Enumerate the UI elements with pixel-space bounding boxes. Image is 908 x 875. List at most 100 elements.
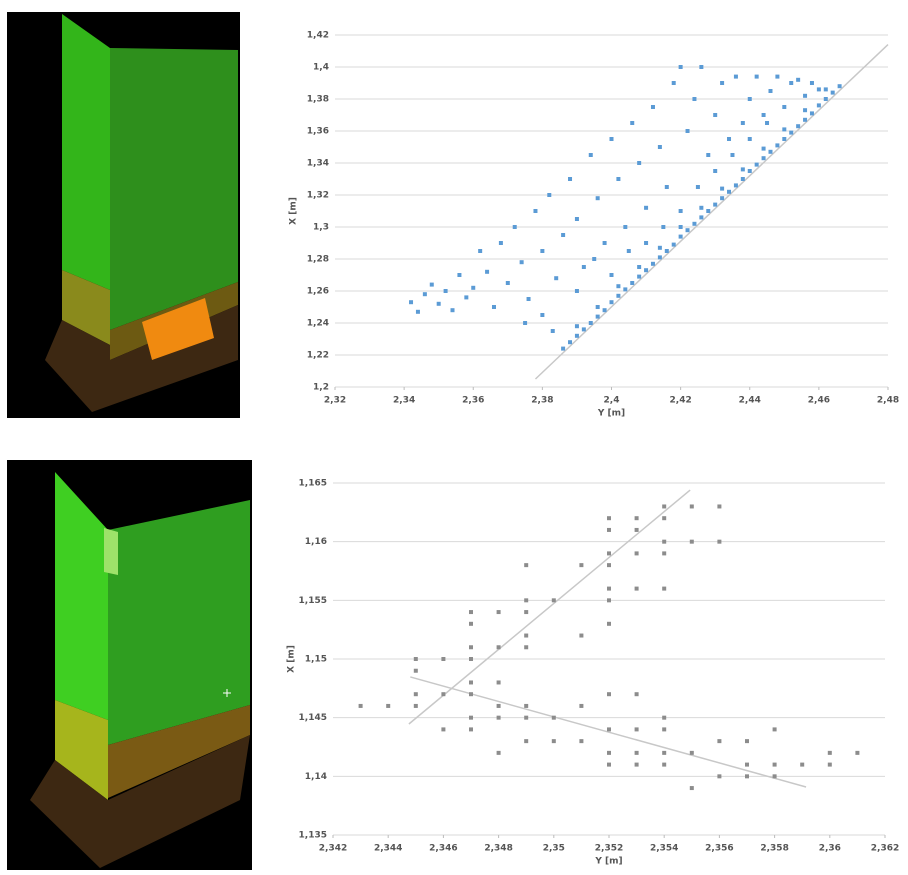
scatter-point: [635, 751, 639, 755]
scatter-point: [782, 105, 786, 109]
scatter-point: [497, 610, 501, 614]
scatter-point: [800, 763, 804, 767]
scatter-point: [416, 310, 420, 314]
scatter-point: [441, 727, 445, 731]
scatter-point: [662, 716, 666, 720]
scatter-point: [773, 774, 777, 778]
scatter-point: [789, 131, 793, 135]
scatter-point: [692, 222, 696, 226]
scatter-point: [775, 143, 779, 147]
scatter-point: [717, 504, 721, 508]
scatter-point: [838, 84, 842, 88]
scatter-point: [575, 217, 579, 221]
scatter-point: [773, 727, 777, 731]
x-tick-label: 2,354: [650, 844, 678, 854]
scatter-point: [699, 206, 703, 210]
scatter-point: [596, 196, 600, 200]
scatter-point: [469, 610, 473, 614]
scatter-point: [561, 347, 565, 351]
y-tick-label: 1,34: [307, 159, 329, 169]
scatter-point: [690, 540, 694, 544]
scatter-point: [596, 305, 600, 309]
x-tick-label: 2,344: [374, 844, 402, 854]
x-tick-label: 2,362: [871, 844, 899, 854]
scatter-point: [768, 89, 772, 93]
scatter-point: [741, 167, 745, 171]
scatter-point: [607, 528, 611, 532]
point-cloud-render: [7, 12, 240, 418]
scatter-point: [497, 680, 501, 684]
x-tick-label: 2,32: [324, 396, 346, 406]
scatter-point: [513, 225, 517, 229]
scatter-point: [596, 315, 600, 319]
scatter-point: [762, 147, 766, 151]
x-tick-label: 2,42: [670, 396, 692, 406]
scatter-point: [635, 763, 639, 767]
scatter-point: [497, 716, 501, 720]
scatter-point: [690, 751, 694, 755]
scatter-point: [734, 75, 738, 79]
scatter-point: [554, 276, 558, 280]
y-tick-label: 1,24: [307, 319, 329, 329]
scatter-point: [745, 774, 749, 778]
scatter-point: [469, 716, 473, 720]
scatter-point: [748, 169, 752, 173]
scatter-point: [775, 75, 779, 79]
scatter-point: [499, 241, 503, 245]
scatter-point: [524, 634, 528, 638]
x-tick-label: 2,46: [808, 396, 830, 406]
scatter-point: [720, 196, 724, 200]
scatter-point: [745, 739, 749, 743]
scatter-point: [520, 260, 524, 264]
x-tick-label: 2,44: [739, 396, 761, 406]
y-axis-label: X [m]: [287, 645, 297, 673]
scatter-point: [607, 763, 611, 767]
scatter-point: [810, 111, 814, 115]
scatter-point: [623, 287, 627, 291]
scatter-point: [561, 233, 565, 237]
x-tick-label: 2,34: [393, 396, 415, 406]
scatter-point: [607, 551, 611, 555]
scatter-point: [623, 225, 627, 229]
scatter-point: [471, 286, 475, 290]
scatter-point: [699, 65, 703, 69]
scatter-point: [610, 273, 614, 277]
scatter-point: [692, 97, 696, 101]
scatter-point: [768, 150, 772, 154]
scatter-point: [579, 634, 583, 638]
scatter-point: [803, 108, 807, 112]
scatter-point: [524, 598, 528, 602]
y-axis-label: X [m]: [289, 197, 299, 225]
scatter-point: [409, 300, 413, 304]
x-tick-label: 2,48: [877, 396, 899, 406]
scatter-point: [782, 137, 786, 141]
y-tick-label: 1,165: [299, 479, 327, 489]
x-tick-label: 2,4: [604, 396, 620, 406]
scatter-point: [662, 504, 666, 508]
y-tick-label: 1,4: [313, 63, 329, 73]
x-tick-label: 2,356: [705, 844, 733, 854]
scatter-point: [441, 657, 445, 661]
y-tick-label: 1,16: [305, 537, 327, 547]
scatter-point: [803, 118, 807, 122]
x-tick-label: 2,36: [462, 396, 484, 406]
scatter-point: [672, 81, 676, 85]
scatter-point: [627, 249, 631, 253]
x-tick-label: 2,346: [429, 844, 457, 854]
scatter-point: [686, 129, 690, 133]
scatter-point: [828, 751, 832, 755]
y-tick-label: 1,15: [305, 655, 327, 665]
scatter-point: [616, 294, 620, 298]
scatter-point: [607, 692, 611, 696]
scatter-point: [603, 241, 607, 245]
scatter-point: [755, 75, 759, 79]
scatter-point: [720, 81, 724, 85]
scatter-point: [824, 97, 828, 101]
scatter-point: [359, 704, 363, 708]
y-tick-label: 1,3: [313, 223, 329, 233]
scatter-point: [661, 225, 665, 229]
scatter-point: [855, 751, 859, 755]
scatter-point: [762, 156, 766, 160]
scatter-point: [713, 169, 717, 173]
scatter-point: [672, 243, 676, 247]
